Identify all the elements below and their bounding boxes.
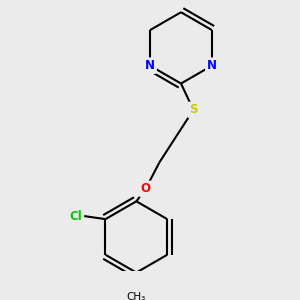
Text: Cl: Cl — [70, 209, 83, 223]
Text: O: O — [141, 182, 151, 195]
Text: CH₃: CH₃ — [127, 292, 146, 300]
Text: N: N — [207, 59, 217, 72]
Text: N: N — [145, 59, 155, 72]
Text: S: S — [189, 103, 198, 116]
